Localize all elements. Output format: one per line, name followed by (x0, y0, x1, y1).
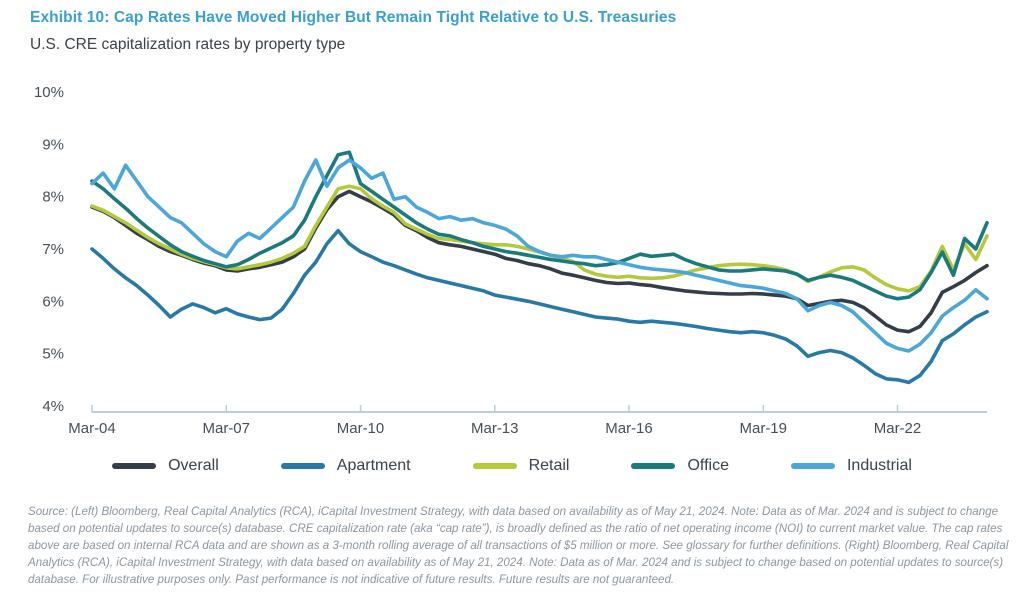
x-tick-label: Mar-04 (68, 420, 116, 437)
legend-item-overall: Overall (112, 457, 219, 475)
chart-legend: Overall Apartment Retail Office Industrial (0, 454, 1024, 478)
legend-item-industrial: Industrial (790, 457, 912, 475)
series-line-office (90, 150, 989, 301)
cap-rates-line-chart: Mar-04 Mar-07 Mar-10 Mar-13 Mar-16 Mar-19 Mar-… (34, 84, 989, 437)
legend-swatch-overall (112, 463, 157, 469)
series-line-industrial (90, 158, 989, 353)
legend-item-office: Office (631, 457, 729, 475)
legend-label: Office (687, 457, 729, 474)
y-tick-label: 5% (42, 346, 64, 363)
source-note: Source: (Left) Bloomberg, Real Capital A… (28, 505, 1009, 587)
legend-label: Retail (528, 457, 570, 474)
x-tick-label: Mar-16 (605, 420, 653, 437)
x-tick-label: Mar-13 (471, 420, 519, 437)
y-tick-label: 9% (42, 136, 64, 153)
legend-label: Industrial (846, 457, 912, 474)
y-tick-label: 6% (42, 293, 64, 310)
series-line-overall (90, 189, 989, 334)
legend-label: Overall (168, 457, 219, 474)
y-tick-label: 4% (42, 398, 64, 415)
legend-swatch-industrial (790, 463, 835, 469)
legend-item-retail: Retail (472, 457, 570, 475)
x-tick-label: Mar-19 (739, 420, 787, 437)
header: Exhibit 10: Cap Rates Have Moved Higher … (0, 0, 1024, 54)
legend-swatch-apartment (280, 463, 325, 469)
x-tick-label: Mar-07 (202, 420, 250, 437)
series-line-retail (90, 184, 989, 293)
x-tick-label: Mar-10 (337, 420, 385, 437)
y-tick-label: 7% (42, 241, 64, 258)
y-tick-label: 8% (42, 189, 64, 206)
legend-swatch-retail (472, 463, 517, 469)
series-line-apartment (90, 228, 989, 385)
legend-label: Apartment (336, 457, 411, 474)
y-tick-label: 10% (34, 84, 64, 101)
legend-item-apartment: Apartment (280, 457, 411, 475)
chart-subtitle: U.S. CRE capitalization rates by propert… (30, 36, 346, 53)
exhibit-title: Exhibit 10: Cap Rates Have Moved Higher … (30, 9, 677, 26)
x-tick-label: Mar-22 (874, 420, 922, 437)
legend-swatch-office (631, 463, 676, 469)
